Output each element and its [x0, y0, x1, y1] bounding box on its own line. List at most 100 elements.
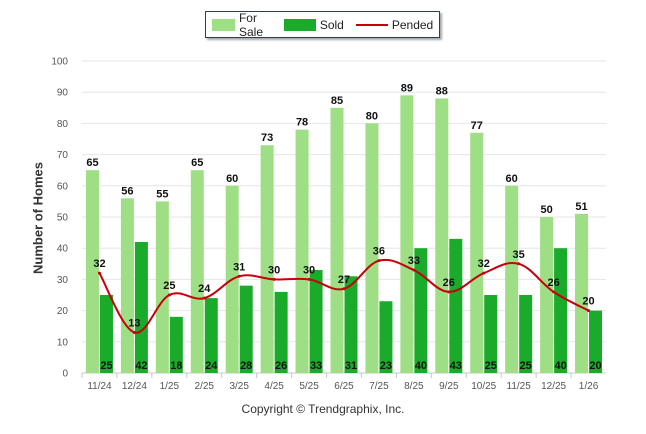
bar-for-sale[interactable]	[505, 185, 519, 373]
y-tick-label: 80	[57, 119, 69, 130]
bar-for-sale[interactable]	[540, 217, 554, 373]
data-label-pended: 32	[478, 258, 490, 270]
y-tick-label: 90	[57, 88, 69, 99]
y-tick-label: 50	[57, 213, 69, 224]
bar-for-sale[interactable]	[400, 95, 414, 373]
point-pended[interactable]	[412, 268, 416, 272]
data-label-for-sale: 65	[191, 157, 203, 169]
data-label-sold: 40	[554, 360, 566, 372]
data-label-pended: 31	[233, 261, 245, 273]
x-tick-label: 3/25	[229, 381, 249, 392]
bar-sold[interactable]	[589, 310, 603, 373]
data-label-pended: 13	[128, 317, 140, 329]
point-pended[interactable]	[307, 277, 311, 281]
bar-for-sale[interactable]	[155, 201, 169, 373]
bar-for-sale[interactable]	[470, 132, 484, 373]
data-label-for-sale: 55	[156, 188, 168, 200]
bar-sold[interactable]	[554, 248, 568, 373]
data-label-for-sale: 73	[261, 132, 273, 144]
data-label-pended: 26	[443, 277, 455, 289]
bar-for-sale[interactable]	[120, 198, 134, 373]
bar-sold[interactable]	[414, 248, 428, 373]
data-label-for-sale: 85	[331, 95, 343, 107]
bar-sold[interactable]	[169, 316, 183, 373]
x-tick-label: 9/25	[439, 381, 459, 392]
point-pended[interactable]	[482, 271, 486, 275]
x-tick-label: 2/25	[195, 381, 215, 392]
data-label-for-sale: 50	[540, 204, 552, 216]
point-pended[interactable]	[587, 309, 591, 313]
bar-sold[interactable]	[204, 298, 218, 373]
bar-sold[interactable]	[99, 295, 113, 373]
point-pended[interactable]	[342, 287, 346, 291]
bar-sold[interactable]	[484, 295, 498, 373]
bar-for-sale[interactable]	[190, 170, 204, 373]
bar-for-sale[interactable]	[85, 170, 99, 373]
data-label-pended: 25	[163, 280, 175, 292]
point-pended[interactable]	[97, 271, 101, 275]
data-label-for-sale: 88	[436, 85, 448, 97]
bar-for-sale[interactable]	[435, 98, 449, 373]
legend: For Sale Sold Pended	[205, 10, 440, 39]
data-label-sold: 24	[205, 360, 218, 372]
point-pended[interactable]	[272, 277, 276, 281]
data-label-pended: 26	[547, 277, 559, 289]
data-label-sold: 42	[135, 360, 147, 372]
data-label-pended: 32	[93, 258, 105, 270]
x-tick-label: 12/24	[122, 381, 147, 392]
data-label-for-sale: 89	[401, 82, 413, 94]
bar-for-sale[interactable]	[330, 107, 344, 374]
data-label-for-sale: 65	[86, 157, 98, 169]
legend-label-pended: Pended	[391, 17, 434, 32]
x-tick-label: 10/25	[471, 381, 496, 392]
copyright-credit: Copyright © Trendgraphix, Inc.	[241, 402, 405, 416]
bar-sold[interactable]	[519, 295, 533, 373]
y-tick-label: 20	[57, 306, 69, 317]
legend-label-for-sale: For Sale	[238, 10, 263, 39]
y-tick-label: 10	[57, 337, 69, 348]
legend-swatch-sold	[283, 18, 316, 31]
x-tick-label: 6/25	[334, 381, 354, 392]
legend-label-sold: Sold	[319, 17, 344, 32]
data-label-for-sale: 56	[121, 185, 133, 197]
bar-for-sale[interactable]	[575, 213, 589, 373]
data-label-pended: 35	[513, 249, 525, 261]
point-pended[interactable]	[377, 259, 381, 263]
point-pended[interactable]	[552, 290, 556, 294]
y-axis-title: Number of Homes	[30, 162, 46, 274]
y-tick-label: 0	[62, 369, 68, 380]
x-tick-label: 12/25	[541, 381, 566, 392]
point-pended[interactable]	[447, 290, 451, 294]
data-label-pended: 20	[582, 296, 594, 308]
data-label-sold: 23	[380, 360, 392, 372]
x-tick-label: 5/25	[299, 381, 319, 392]
y-tick-label: 100	[51, 57, 68, 68]
point-pended[interactable]	[132, 330, 136, 334]
bar-sold[interactable]	[344, 276, 358, 373]
point-pended[interactable]	[202, 296, 206, 300]
data-label-for-sale: 77	[471, 120, 483, 132]
bar-sold[interactable]	[309, 270, 323, 373]
data-label-sold: 26	[275, 360, 287, 372]
data-label-for-sale: 51	[575, 201, 587, 213]
point-pended[interactable]	[237, 274, 241, 278]
x-tick-label: 11/24	[87, 381, 112, 392]
bar-sold[interactable]	[134, 241, 148, 373]
x-tick-label: 1/26	[579, 381, 599, 392]
legend-item-sold[interactable]: Sold	[283, 17, 344, 32]
bar-for-sale[interactable]	[365, 123, 379, 374]
bar-for-sale[interactable]	[295, 129, 309, 373]
data-label-pended: 24	[198, 283, 211, 295]
point-pended[interactable]	[517, 262, 521, 266]
y-tick-label: 70	[57, 150, 69, 161]
bar-sold[interactable]	[274, 291, 288, 373]
point-pended[interactable]	[167, 293, 171, 297]
x-tick-label: 11/25	[507, 381, 532, 392]
bar-sold[interactable]	[239, 285, 253, 373]
bar-for-sale[interactable]	[260, 145, 274, 373]
bar-sold[interactable]	[379, 301, 393, 373]
bar-sold[interactable]	[449, 238, 463, 373]
legend-item-for-sale[interactable]: For Sale	[211, 10, 272, 39]
legend-item-pended[interactable]: Pended	[355, 17, 434, 32]
